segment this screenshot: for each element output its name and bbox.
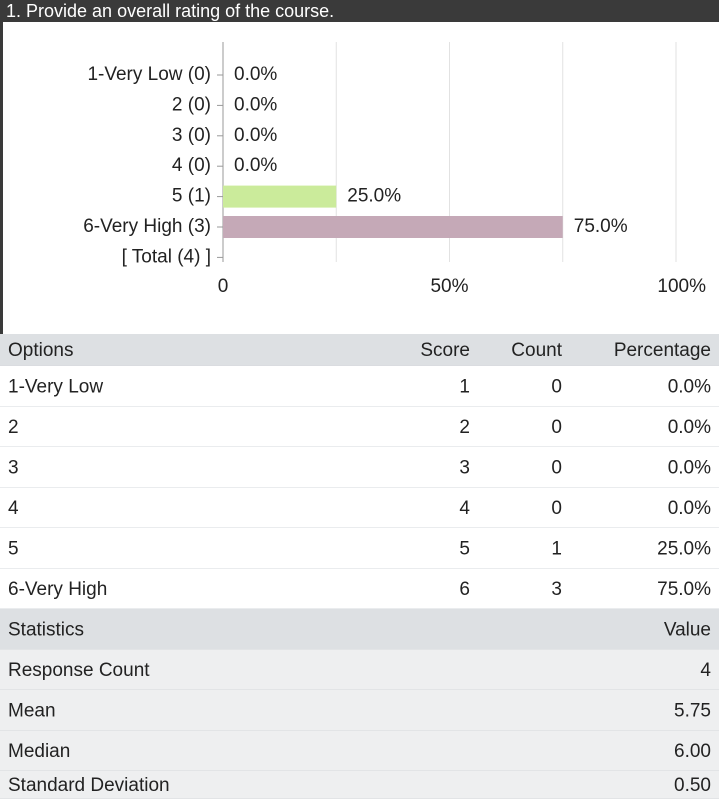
stats-row-cell: Mean bbox=[8, 700, 56, 721]
table-row-bg bbox=[0, 366, 719, 407]
table-row-cell: 5 bbox=[459, 538, 470, 559]
table-row-cell: 0 bbox=[551, 498, 562, 519]
table-row-cell: 1-Very Low bbox=[8, 376, 103, 397]
table-row-cell: 0.0% bbox=[668, 457, 711, 478]
total-label: [ Total (4) ] bbox=[122, 246, 211, 267]
value-label: 0.0% bbox=[234, 125, 277, 146]
y-tick-label: 4 (0) bbox=[172, 155, 211, 176]
table-row-cell: 5 bbox=[8, 538, 19, 559]
table-row-bg bbox=[0, 447, 719, 488]
stats-row-bg bbox=[0, 649, 719, 690]
left-border bbox=[0, 0, 3, 334]
value-label: 0.0% bbox=[234, 64, 277, 85]
value-label: 0.0% bbox=[234, 155, 277, 176]
value-label: 25.0% bbox=[347, 186, 401, 207]
table-row-cell: 2 bbox=[8, 417, 19, 438]
stats-row-cell: Median bbox=[8, 741, 70, 762]
y-tick-label: 6-Very High (3) bbox=[83, 216, 211, 237]
table-row-cell: 0.0% bbox=[668, 498, 711, 519]
table-header-cell: Percentage bbox=[614, 340, 711, 361]
x-tick-label: 0 bbox=[218, 276, 229, 297]
table-row-cell: 4 bbox=[8, 498, 19, 519]
table-row-cell: 4 bbox=[459, 498, 470, 519]
table-row-bg bbox=[0, 487, 719, 528]
bar bbox=[223, 216, 563, 238]
table-row-cell: 6 bbox=[459, 579, 470, 600]
x-tick-label: 100% bbox=[657, 276, 706, 297]
table-header-bg bbox=[0, 334, 719, 366]
value-label: 75.0% bbox=[574, 216, 628, 237]
y-tick-label: 2 (0) bbox=[172, 94, 211, 115]
table-header-cell: Count bbox=[511, 340, 562, 361]
stats-row-cell: Standard Deviation bbox=[8, 775, 170, 796]
table-row-cell: 1 bbox=[459, 376, 470, 397]
stats-row-cell: 5.75 bbox=[674, 700, 711, 721]
table-header-cell: Options bbox=[8, 340, 73, 361]
table-row-cell: 25.0% bbox=[657, 538, 711, 559]
stats-row-cell: 4 bbox=[700, 660, 711, 681]
table-row-cell: 75.0% bbox=[657, 579, 711, 600]
bar bbox=[223, 185, 337, 208]
stats-header-bg bbox=[0, 609, 719, 650]
table-row-cell: 6-Very High bbox=[8, 579, 107, 600]
title-bar bbox=[0, 0, 719, 22]
table-row-cell: 3 bbox=[459, 457, 470, 478]
stats-header-cell: Value bbox=[664, 619, 711, 640]
table-row-bg bbox=[0, 568, 719, 609]
table-row-cell: 0 bbox=[551, 417, 562, 438]
table-row-cell: 0.0% bbox=[668, 376, 711, 397]
stats-row-cell: 0.50 bbox=[674, 775, 711, 796]
stats-row-cell: Response Count bbox=[8, 660, 150, 681]
table-row-cell: 0 bbox=[551, 376, 562, 397]
value-label: 0.0% bbox=[234, 94, 277, 115]
stats-row-cell: 6.00 bbox=[674, 741, 711, 762]
table-row-cell: 1 bbox=[551, 538, 562, 559]
table-row-bg bbox=[0, 528, 719, 569]
y-tick-label: 1-Very Low (0) bbox=[87, 64, 211, 85]
table-row-cell: 0 bbox=[551, 457, 562, 478]
table-header-cell: Score bbox=[420, 340, 470, 361]
table-row-cell: 3 bbox=[8, 457, 19, 478]
y-tick-label: 3 (0) bbox=[172, 125, 211, 146]
x-tick-label: 50% bbox=[430, 276, 468, 297]
stats-header-cell: Statistics bbox=[8, 619, 84, 640]
table-row-bg bbox=[0, 406, 719, 447]
table-row-cell: 3 bbox=[551, 579, 562, 600]
stats-row-bg bbox=[0, 690, 719, 731]
chart-title: 1. Provide an overall rating of the cour… bbox=[6, 1, 334, 21]
stats-row-bg bbox=[0, 771, 719, 799]
table-row-cell: 0.0% bbox=[668, 417, 711, 438]
table-row-cell: 2 bbox=[459, 417, 470, 438]
y-tick-label: 5 (1) bbox=[172, 186, 211, 207]
stats-row-bg bbox=[0, 730, 719, 771]
